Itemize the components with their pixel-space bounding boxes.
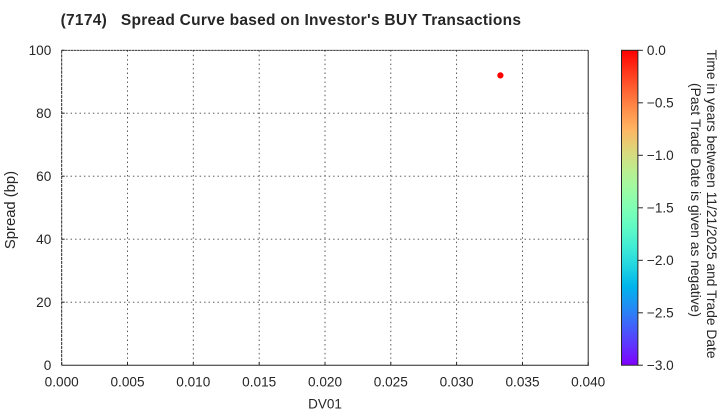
svg-text:40: 40 xyxy=(36,232,52,247)
svg-text:80: 80 xyxy=(36,106,52,121)
svg-text:0.025: 0.025 xyxy=(374,374,408,389)
svg-text:60: 60 xyxy=(36,169,52,184)
svg-text:100: 100 xyxy=(29,43,52,58)
svg-text:0.035: 0.035 xyxy=(505,374,539,389)
svg-text:0.010: 0.010 xyxy=(176,374,210,389)
svg-text:−2.0: −2.0 xyxy=(647,253,674,268)
svg-text:0.0: 0.0 xyxy=(647,43,666,58)
svg-text:DV01: DV01 xyxy=(308,396,342,411)
svg-text:0.005: 0.005 xyxy=(110,374,144,389)
svg-text:(7174) Spread Curve based on: (7174) Spread Curve based on Investor's … xyxy=(61,12,522,29)
svg-text:−3.0: −3.0 xyxy=(647,358,674,373)
svg-text:0.020: 0.020 xyxy=(308,374,342,389)
svg-text:0: 0 xyxy=(44,358,52,373)
svg-text:Time in years between 11/21/20: Time in years between 11/21/2025 and Tra… xyxy=(704,49,719,358)
svg-text:(Past Trade Date is given as n: (Past Trade Date is given as negative) xyxy=(688,83,703,317)
svg-text:20: 20 xyxy=(36,295,52,310)
svg-text:Spread (bp): Spread (bp) xyxy=(3,171,19,249)
svg-text:0.000: 0.000 xyxy=(45,374,79,389)
svg-text:−1.0: −1.0 xyxy=(647,148,674,163)
svg-text:−0.5: −0.5 xyxy=(647,96,674,111)
svg-text:−1.5: −1.5 xyxy=(647,201,674,216)
svg-text:0.015: 0.015 xyxy=(242,374,276,389)
svg-text:0.030: 0.030 xyxy=(440,374,474,389)
svg-text:0.040: 0.040 xyxy=(571,374,605,389)
svg-text:−2.5: −2.5 xyxy=(647,306,674,321)
